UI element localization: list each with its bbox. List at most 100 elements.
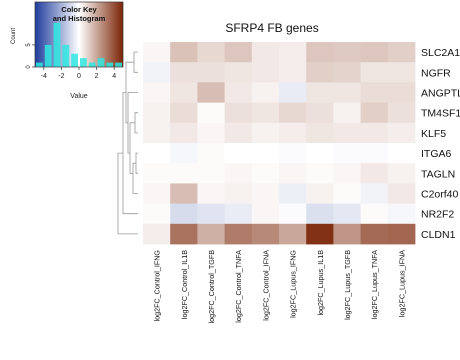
color-key-x-tick-label: 4 — [112, 73, 116, 80]
heatmap-cell — [224, 183, 253, 204]
heatmap-cell — [279, 42, 307, 63]
heatmap-cell — [333, 163, 361, 184]
column-label: log2FC_Lupus_TNFA — [370, 250, 379, 319]
heatmap-cell — [224, 62, 253, 83]
heatmap-cell — [197, 143, 225, 164]
heatmap-cell — [360, 163, 389, 184]
heatmap-cell — [170, 183, 198, 204]
heatmap-cell — [360, 203, 389, 225]
histogram-bar — [44, 44, 52, 67]
heatmap-cell — [170, 223, 198, 245]
dendrogram-branch — [133, 51, 138, 73]
histogram-bar — [36, 62, 43, 67]
column-label: log2FC_Control_IFNG — [153, 250, 162, 322]
heatmap-cell — [170, 102, 198, 124]
heatmap-cell — [279, 102, 307, 124]
heatmap-cell — [333, 203, 361, 225]
heatmap-cell — [224, 82, 253, 103]
heatmap-cell — [387, 62, 416, 83]
dendrogram-branch — [129, 122, 135, 174]
heatmap-cell — [360, 62, 389, 83]
heatmap-cell — [170, 143, 198, 164]
heatmap-cell — [251, 122, 280, 144]
histogram-bar — [115, 62, 122, 67]
heatmap-cell — [224, 163, 253, 184]
column-label: log2FC_Control_IFNA — [261, 250, 270, 321]
heatmap-cell — [197, 183, 225, 204]
heatmap-cell — [251, 163, 280, 184]
heatmap-cell — [143, 62, 171, 83]
heatmap-cell — [333, 143, 361, 164]
heatmap-cell — [224, 143, 253, 164]
heatmap-cell — [279, 122, 307, 144]
row-label: C2orf40 — [421, 189, 459, 201]
column-label: log2FC_Lupus_IFNG — [289, 250, 298, 318]
heatmap-cell — [197, 203, 225, 225]
heatmap-cell — [387, 143, 416, 164]
column-label: log2FC_Control_IL1B — [180, 250, 189, 319]
color-key-histogram — [36, 22, 122, 67]
heatmap-cell — [360, 82, 389, 103]
heatmap-cell — [224, 42, 253, 63]
heatmap-cell — [387, 42, 416, 63]
color-key-y-tick-label: 5 — [26, 43, 32, 47]
row-label: KLF5 — [421, 128, 446, 140]
heatmap-cell — [360, 42, 389, 63]
heatmap-cell — [143, 143, 171, 164]
heatmap-cell — [143, 82, 171, 103]
heatmap-cell — [251, 102, 280, 124]
heatmap-cell — [333, 82, 361, 103]
color-key-y-tick-label: 0 — [26, 65, 32, 69]
column-label: log2FC_Control_TNFA — [234, 250, 243, 323]
heatmap-cell — [170, 42, 198, 63]
heatmap-cell — [143, 223, 171, 245]
heatmap-cell — [279, 183, 307, 204]
heatmap-cell — [279, 203, 307, 225]
heatmap-cell — [143, 203, 171, 225]
heatmap-cell — [387, 203, 416, 225]
histogram-bar — [97, 58, 105, 67]
histogram-bar — [88, 62, 96, 67]
heatmap-cell — [251, 223, 280, 245]
heatmap-cell — [360, 122, 389, 144]
heatmap-cell — [279, 143, 307, 164]
heatmap-cell — [224, 223, 253, 245]
heatmap-cell — [197, 122, 225, 144]
histogram-bar — [53, 22, 61, 67]
row-label: NGFR — [421, 67, 451, 79]
heatmap-cell — [224, 122, 253, 144]
heatmap-cell — [251, 42, 280, 63]
heatmap-cell — [306, 62, 334, 83]
heatmap-cell — [143, 163, 171, 184]
heatmap-cell — [251, 82, 280, 103]
heatmap-cell — [251, 62, 280, 83]
heatmap-cell — [306, 102, 334, 124]
dendrogram-branch — [132, 162, 138, 194]
column-label: log2FC_Control_TGFB — [207, 250, 216, 324]
histogram-bar — [80, 58, 87, 67]
column-label: log2FC_Lupus_TGFB — [343, 250, 352, 320]
heatmap-cell — [279, 62, 307, 83]
color-key: Color Key and Histogram Count -4 -2 0 2 4 05… — [11, 1, 124, 100]
heatmap-cell — [387, 82, 416, 103]
heatmap-cell — [251, 203, 280, 225]
heatmap-cell — [197, 42, 225, 63]
color-key-x-ticks: -4 -2 0 2 4 — [41, 67, 116, 80]
heatmap-cell — [170, 163, 198, 184]
heatmap-cell — [306, 42, 334, 63]
dendrogram-branch — [117, 152, 138, 235]
dendrogram-branch — [134, 112, 138, 134]
color-key-ylabel: Count — [11, 28, 17, 44]
heatmap-cell — [197, 62, 225, 83]
heatmap-cell — [251, 183, 280, 204]
color-key-x-tick-label: 2 — [95, 73, 99, 80]
row-dendrogram — [117, 51, 138, 235]
row-label: ANGPTL — [421, 88, 460, 100]
histogram-bar — [106, 62, 114, 67]
heatmap-cell — [387, 163, 416, 184]
color-key-x-tick-label: -4 — [41, 73, 47, 80]
heatmap-cell — [333, 183, 361, 204]
heatmap-cell — [306, 122, 334, 144]
histogram-bar — [71, 53, 78, 67]
